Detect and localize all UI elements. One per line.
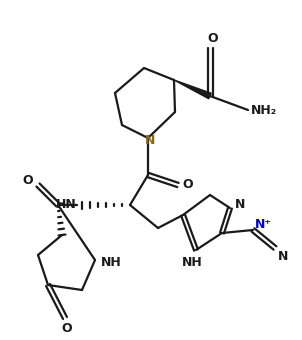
Text: O: O	[23, 174, 33, 187]
Text: HN: HN	[56, 198, 76, 210]
Polygon shape	[174, 80, 211, 99]
Text: N: N	[235, 198, 245, 210]
Text: NH: NH	[101, 255, 121, 269]
Text: NH₂: NH₂	[251, 103, 277, 117]
Text: O: O	[208, 32, 218, 45]
Text: O: O	[183, 178, 193, 191]
Text: N: N	[278, 250, 288, 262]
Text: N: N	[145, 134, 155, 147]
Text: N⁺: N⁺	[255, 218, 271, 231]
Text: NH: NH	[182, 256, 202, 270]
Text: O: O	[62, 322, 72, 335]
